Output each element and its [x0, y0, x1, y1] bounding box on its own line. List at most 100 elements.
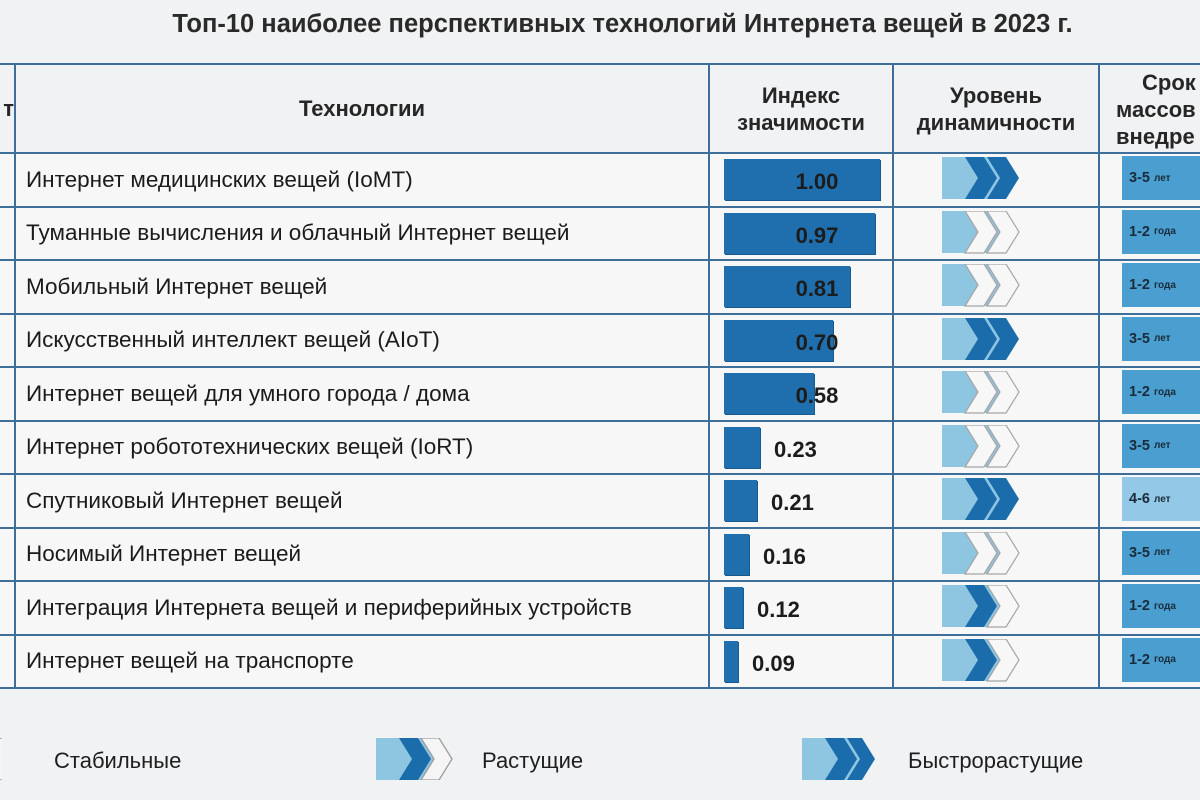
index-bar-track: 0.16 — [724, 533, 880, 575]
deployment-cell: 4-6 лет — [1098, 473, 1200, 529]
deployment-unit: года — [1153, 279, 1176, 291]
dynamics-header-line2: динамичности — [916, 109, 1076, 135]
index-header-line1: Индекс — [761, 82, 841, 108]
rank-cell — [0, 580, 16, 636]
deployment-badge: 3-5 лет — [1122, 423, 1200, 468]
header-row: т Технологии Индекс значимости Уровень д… — [0, 63, 1200, 154]
index-cell: 0.58 — [708, 366, 894, 422]
dynamics-header: Уровень динамичности — [892, 63, 1100, 154]
deployment-cell: 1-2 года — [1098, 633, 1200, 689]
index-bar — [724, 480, 757, 521]
deployment-unit: года — [1153, 600, 1176, 612]
index-bar — [724, 533, 749, 575]
technology-name: Интеграция Интернета вещей и периферийны… — [14, 580, 710, 636]
rank-cell — [0, 205, 16, 261]
deployment-badge: 1-2 года — [1122, 209, 1200, 254]
technology-table: т Технологии Индекс значимости Уровень д… — [0, 63, 1200, 689]
index-cell: 1.00 — [708, 152, 894, 208]
dynamics-stable-icon — [942, 531, 1020, 575]
index-header: Индекс значимости — [708, 63, 894, 154]
index-header-line2: значимости — [737, 109, 865, 135]
deployment-unit: лет — [1153, 547, 1171, 558]
table-row: Интернет вещей на транспорте 0.09 1-2 го… — [0, 633, 1200, 689]
table-row: Интернет медицинских вещей (IoMT) 1.00 3… — [0, 152, 1200, 208]
table-row: Спутниковый Интернет вещей 0.21 4-6 лет — [0, 473, 1200, 529]
dynamics-cell — [892, 419, 1100, 475]
dynamics-header-line1: Уровень — [949, 82, 1042, 108]
dynamics-cell — [892, 366, 1100, 422]
deployment-cell: 1-2 года — [1098, 580, 1200, 636]
table-row: Интеграция Интернета вещей и периферийны… — [0, 580, 1200, 636]
rank-header: т — [0, 63, 16, 154]
deployment-unit: лет — [1153, 333, 1171, 344]
index-cell: 0.81 — [708, 259, 894, 315]
deployment-cell: 3-5 лет — [1098, 312, 1200, 368]
deployment-unit: лет — [1153, 440, 1171, 451]
index-value: 0.58 — [795, 383, 839, 408]
table-row: Туманные вычисления и облачный Интернет … — [0, 205, 1200, 261]
index-value: 0.81 — [795, 276, 839, 301]
deployment-cell: 1-2 года — [1098, 205, 1200, 261]
table-row: Мобильный Интернет вещей 0.81 1-2 года — [0, 259, 1200, 315]
deployment-years: 1-2 — [1129, 651, 1150, 668]
deployment-years: 1-2 — [1129, 598, 1150, 614]
dynamics-stable-icon — [942, 210, 1020, 254]
dynamics-cell — [892, 312, 1100, 368]
dynamics-cell — [892, 526, 1100, 582]
rank-cell — [0, 366, 16, 422]
index-bar-track: 0.12 — [724, 587, 880, 628]
rank-cell — [0, 473, 16, 529]
legend-fast-icon — [802, 738, 875, 780]
index-bar-track: 1.00 — [724, 159, 880, 200]
technology-name: Мобильный Интернет вещей — [14, 259, 710, 315]
rank-cell — [0, 259, 16, 315]
dynamics-cell — [892, 259, 1100, 315]
dynamics-fast-icon — [942, 317, 1019, 360]
deployment-badge: 1-2 года — [1122, 370, 1200, 414]
technology-name: Спутниковый Интернет вещей — [14, 473, 710, 529]
index-value: 0.70 — [795, 329, 839, 355]
deployment-cell: 3-5 лет — [1098, 152, 1200, 208]
legend: Стабильные Растущие Быстрорастущие — [0, 738, 1200, 780]
index-bar — [724, 319, 833, 361]
deployment-cell: 1-2 года — [1098, 259, 1200, 315]
deployment-years: 4-6 — [1129, 491, 1150, 507]
chart-title: Топ-10 наиболее перспективных технологий… — [172, 10, 1073, 38]
deployment-badge: 3-5 лет — [1122, 156, 1200, 200]
deployment-header-line3: внедре — [1116, 124, 1195, 149]
legend-stable-label: Стабильные — [54, 748, 182, 773]
technology-name: Интернет робототехнических вещей (IoRT) — [14, 419, 710, 475]
rank-cell — [0, 312, 16, 368]
dynamics-stable-icon — [942, 371, 1020, 414]
rank-cell — [0, 526, 16, 582]
deployment-header-line1: Срок — [1142, 70, 1196, 95]
dynamics-cell — [892, 205, 1100, 261]
deployment-unit: года — [1153, 654, 1176, 665]
deployment-cell: 3-5 лет — [1098, 526, 1200, 582]
deployment-unit: лет — [1153, 172, 1171, 184]
index-value: 0.09 — [752, 650, 795, 676]
technology-name: Интернет вещей для умного города / дома — [14, 366, 710, 422]
deployment-badge: 4-6 лет — [1122, 477, 1200, 521]
deployment-unit: года — [1153, 386, 1176, 398]
rank-cell — [0, 419, 16, 475]
dynamics-growing-icon — [942, 585, 1020, 628]
rank-cell — [0, 633, 16, 689]
index-cell: 0.21 — [708, 473, 894, 529]
index-cell: 0.12 — [708, 580, 894, 636]
dynamics-cell — [892, 473, 1100, 529]
deployment-unit: лет — [1153, 493, 1171, 505]
deployment-badge: 1-2 года — [1122, 584, 1200, 628]
index-bar-track: 0.97 — [724, 212, 880, 254]
index-value: 1.00 — [795, 169, 839, 194]
index-bar-track: 0.58 — [724, 373, 880, 414]
index-bar — [724, 587, 743, 628]
index-value: 0.21 — [771, 490, 814, 515]
technology-name: Интернет вещей на транспорте — [14, 633, 710, 689]
index-bar — [724, 373, 814, 414]
dynamics-cell — [892, 152, 1100, 208]
legend-growing-icon — [376, 738, 453, 780]
index-bar-track: 0.70 — [724, 319, 880, 361]
dynamics-stable-icon — [942, 264, 1020, 307]
index-bar-track: 0.81 — [724, 266, 880, 307]
